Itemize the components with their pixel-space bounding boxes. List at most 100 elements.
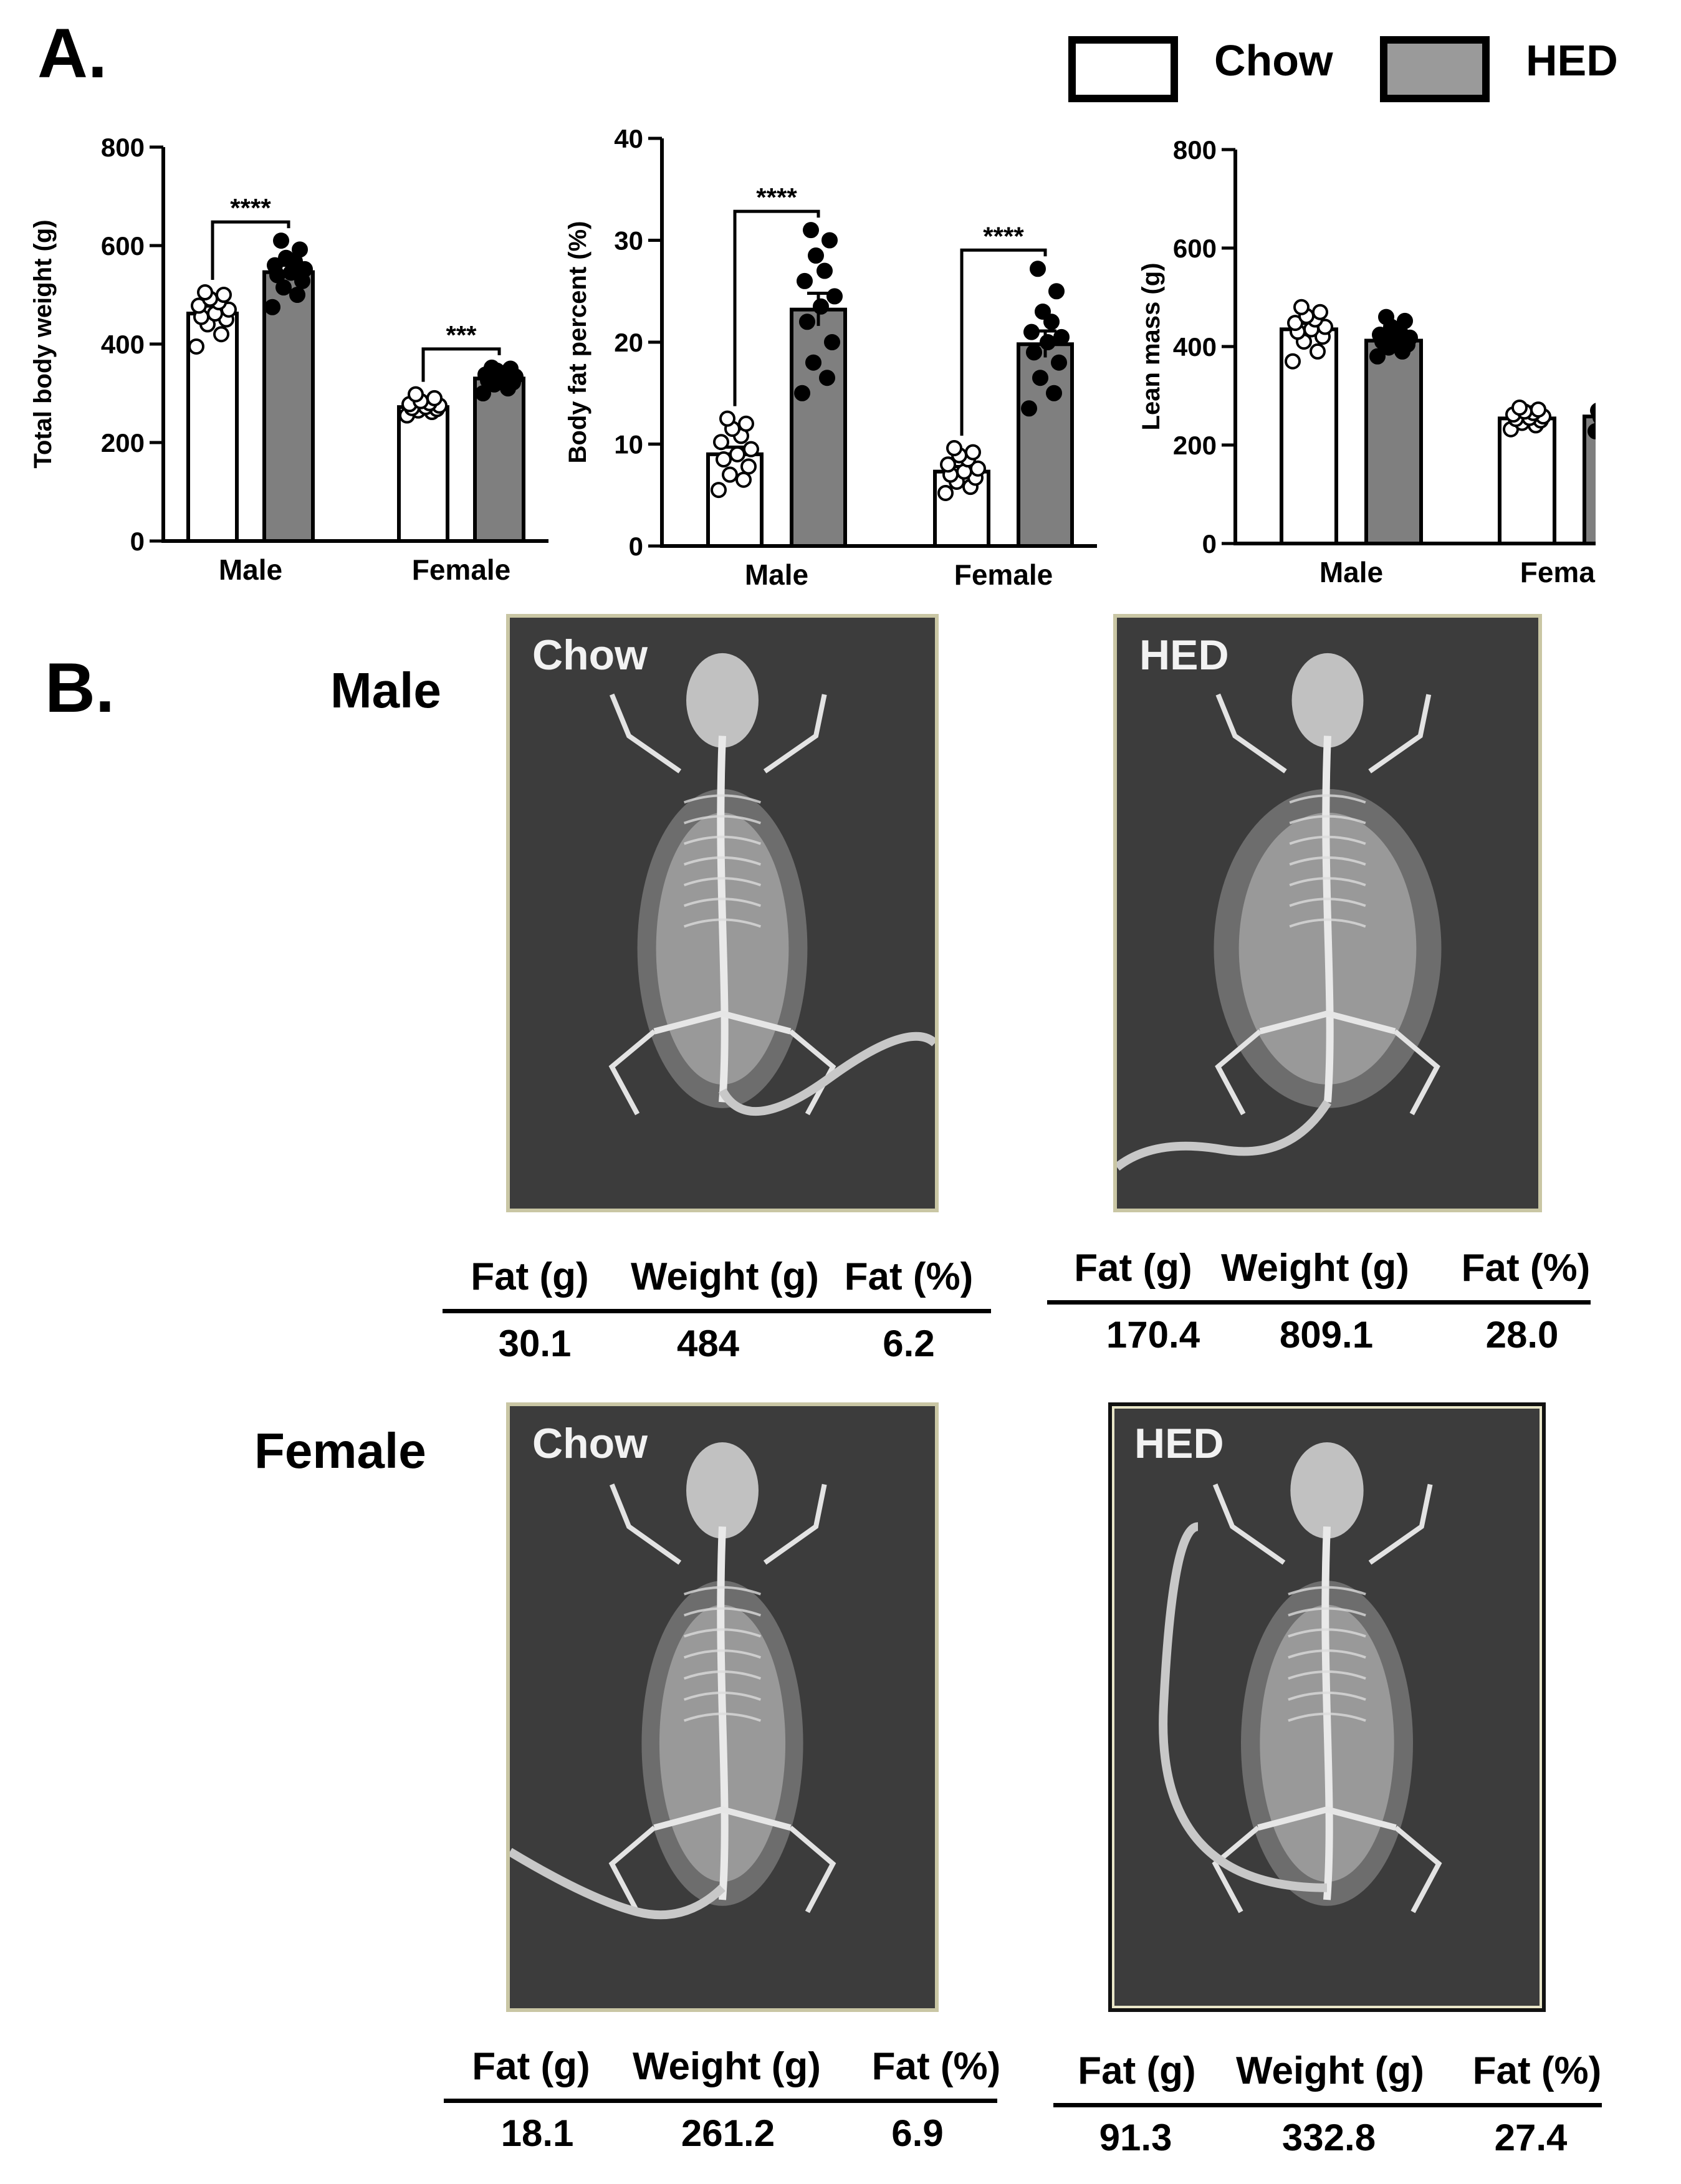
male-label: Male xyxy=(330,663,441,718)
data-point xyxy=(275,279,292,296)
rat-rib xyxy=(1289,856,1366,866)
stats-value-fat-pct: 6.9 xyxy=(891,2112,944,2154)
stats-header-fat-g: Fat (g) xyxy=(471,1255,589,1298)
data-point xyxy=(1046,385,1062,401)
data-point xyxy=(946,440,962,457)
stats-header-weight: Weight (g) xyxy=(631,1255,819,1298)
rat-tail xyxy=(1159,1522,1328,1892)
y-tick-label: 600 xyxy=(1173,234,1217,263)
y-tick-label: 600 xyxy=(101,231,145,261)
xray-rat-illustration xyxy=(608,653,935,1116)
significance-bracket xyxy=(211,220,290,280)
rat-rib xyxy=(1288,1628,1366,1638)
stats-header-fat-pct: Fat (%) xyxy=(1472,2049,1602,2092)
rat-head xyxy=(1290,1442,1364,1539)
data-point xyxy=(1035,303,1051,320)
stats-value-fat-g: 170.4 xyxy=(1106,1314,1200,1356)
rat-rib xyxy=(683,918,762,928)
rat-rib xyxy=(1289,898,1366,908)
rat-rib xyxy=(683,794,762,804)
stats-value-fat-pct: 6.2 xyxy=(883,1323,935,1364)
rat-forelimb xyxy=(1368,1483,1433,1565)
y-tick-label: 800 xyxy=(101,133,145,162)
xray-female-chow: Chow xyxy=(506,1402,939,2012)
stats-value-fat-g: 30.1 xyxy=(498,1323,572,1364)
rat-pelvis xyxy=(653,1806,792,1831)
data-point xyxy=(722,466,738,483)
data-point xyxy=(191,297,207,314)
stats-rule xyxy=(444,2099,997,2103)
data-point xyxy=(799,314,815,330)
data-point xyxy=(1530,401,1546,418)
data-point xyxy=(821,232,838,249)
rat-hindlimb xyxy=(788,1826,836,1913)
rat-rib xyxy=(683,1607,762,1617)
rat-rib xyxy=(683,1649,762,1659)
data-point xyxy=(408,386,424,403)
data-point xyxy=(273,232,289,249)
data-point xyxy=(738,415,754,432)
stats-rule xyxy=(1053,2103,1602,2107)
y-tick-label: 20 xyxy=(614,328,643,357)
rat-head xyxy=(686,653,759,748)
rat-body-group xyxy=(510,1442,836,1920)
data-point xyxy=(940,456,956,473)
significance-bracket xyxy=(421,347,501,382)
stats-header-weight: Weight (g) xyxy=(1236,2049,1424,2092)
rat-rib xyxy=(683,815,762,825)
rat-tail xyxy=(510,1847,726,1920)
data-point xyxy=(426,390,443,406)
significance-marker: **** xyxy=(983,221,1024,251)
y-axis-label: Body fat percent (%) xyxy=(564,221,591,464)
data-point xyxy=(213,326,229,343)
data-point xyxy=(1293,299,1310,315)
y-tick-label: 30 xyxy=(614,226,643,256)
panel-b-letter: B. xyxy=(45,649,115,727)
rat-rib xyxy=(683,898,762,908)
rat-pelvis xyxy=(653,1010,792,1035)
data-point xyxy=(805,354,821,371)
stats-header-fat-pct: Fat (%) xyxy=(844,1255,974,1298)
rat-forelimb xyxy=(763,694,827,774)
stats-value-fat-g: 91.3 xyxy=(1099,2117,1172,2158)
stats-header-weight: Weight (g) xyxy=(633,2045,821,2088)
data-point xyxy=(808,247,824,264)
data-point xyxy=(216,287,232,303)
data-point xyxy=(1051,354,1067,371)
rat-rib xyxy=(1288,1691,1366,1701)
rat-rib xyxy=(1288,1586,1366,1596)
rat-body-group xyxy=(1159,1442,1442,1913)
bar xyxy=(473,376,525,543)
xray-tag: HED xyxy=(1139,631,1229,679)
rat-rib xyxy=(683,856,762,866)
data-point xyxy=(1588,423,1596,439)
rat-rib xyxy=(1288,1649,1366,1659)
legend-swatch-hed xyxy=(1380,36,1490,102)
rat-forelimb xyxy=(1212,1483,1286,1565)
bar xyxy=(1364,338,1423,545)
data-point xyxy=(1378,309,1394,325)
data-point xyxy=(1053,328,1070,345)
stats-header-fat-g: Fat (g) xyxy=(1078,2049,1196,2092)
rat-hindlimb xyxy=(1393,1029,1440,1116)
xray-tag: HED xyxy=(1134,1420,1224,1467)
bar xyxy=(1583,414,1596,545)
y-tick-label: 800 xyxy=(1173,135,1217,165)
data-point xyxy=(197,284,213,301)
data-point xyxy=(1372,327,1388,343)
xray-rat-illustration xyxy=(1159,1442,1442,1913)
data-point xyxy=(729,446,745,462)
female-label: Female xyxy=(254,1423,426,1478)
legend-label-chow: Chow xyxy=(1214,36,1333,85)
rat-forelimb xyxy=(1368,694,1432,774)
data-point xyxy=(965,444,981,461)
xray-female-hed: HED xyxy=(1108,1402,1546,2012)
x-tick-label: Female xyxy=(1520,556,1596,588)
rat-rib xyxy=(683,835,762,845)
data-point xyxy=(267,257,283,274)
y-tick-label: 400 xyxy=(1173,332,1217,362)
data-point xyxy=(188,338,204,355)
data-point xyxy=(1590,403,1596,419)
data-point xyxy=(1397,312,1413,329)
data-point xyxy=(1023,323,1040,340)
